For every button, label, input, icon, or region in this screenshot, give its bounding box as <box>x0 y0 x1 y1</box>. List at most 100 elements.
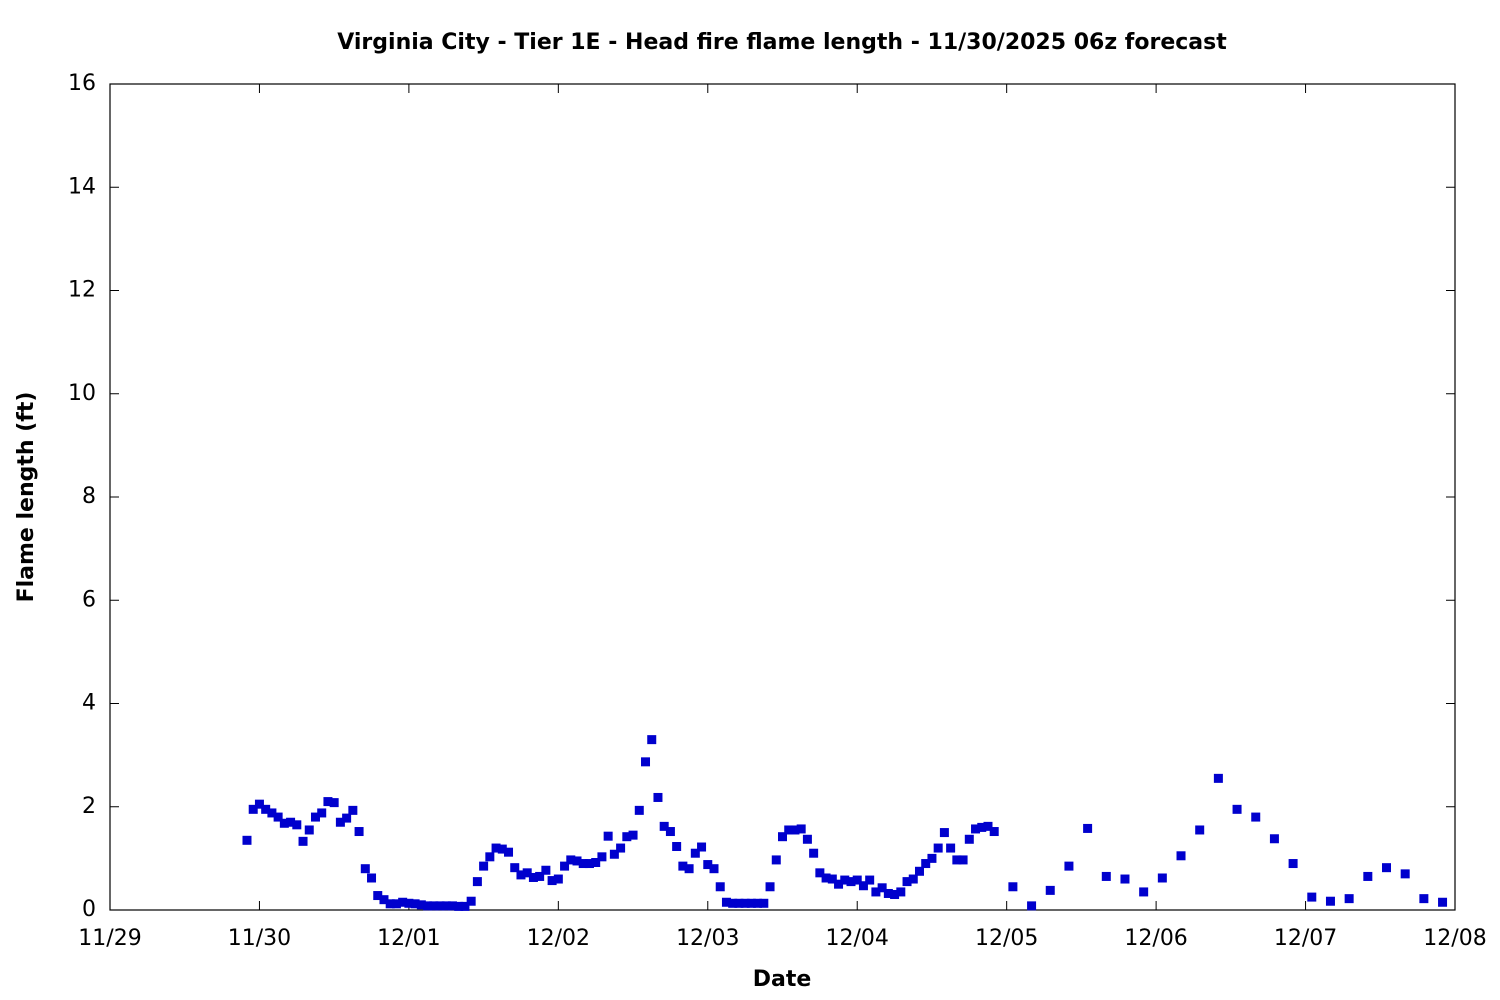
data-point <box>342 813 352 823</box>
data-point <box>279 818 289 828</box>
data-point <box>1213 773 1223 783</box>
data-point <box>659 821 669 831</box>
x-tick-label: 11/30 <box>228 926 291 951</box>
data-point <box>242 835 252 845</box>
data-point <box>678 861 688 871</box>
data-point <box>423 901 433 911</box>
data-point <box>778 832 787 842</box>
data-point <box>441 901 451 911</box>
data-point <box>1083 823 1093 833</box>
data-point <box>765 882 775 892</box>
data-point <box>616 843 626 853</box>
data-point <box>410 899 420 909</box>
data-point <box>1288 859 1298 869</box>
data-point <box>292 820 302 830</box>
data-point <box>360 864 370 874</box>
data-point <box>298 836 308 846</box>
data-point <box>273 812 283 822</box>
y-axis-label: Flame length (ft) <box>14 392 39 603</box>
data-point <box>896 887 906 897</box>
data-point <box>908 874 918 884</box>
data-point <box>634 805 644 815</box>
data-point <box>317 808 327 818</box>
x-tick-label: 12/01 <box>377 926 440 951</box>
data-point <box>516 870 526 880</box>
y-tick-label: 10 <box>68 381 96 406</box>
data-point <box>684 864 694 874</box>
data-point <box>971 824 981 834</box>
data-point <box>628 830 638 840</box>
data-point <box>902 877 912 887</box>
data-point <box>254 799 264 809</box>
data-point <box>367 873 377 883</box>
data-point <box>404 898 414 908</box>
data-point <box>647 735 657 745</box>
data-point <box>653 792 663 802</box>
data-point <box>385 899 395 909</box>
data-point <box>1325 896 1335 906</box>
data-point <box>952 855 962 865</box>
x-tick-label: 12/02 <box>527 926 590 951</box>
x-tick-label: 12/03 <box>676 926 739 951</box>
data-point <box>1157 873 1167 883</box>
data-point <box>466 896 476 906</box>
data-point <box>310 812 320 822</box>
data-point <box>921 859 931 869</box>
data-point <box>771 855 781 865</box>
data-point <box>391 899 401 909</box>
data-point <box>597 852 607 862</box>
data-point <box>665 827 675 837</box>
data-point <box>933 843 943 853</box>
data-point <box>447 901 457 911</box>
data-point <box>1120 874 1130 884</box>
data-point <box>821 873 831 883</box>
data-point <box>796 824 806 834</box>
data-point <box>354 827 364 837</box>
data-point <box>329 798 339 808</box>
data-point <box>1363 871 1373 881</box>
data-point <box>865 875 875 885</box>
data-point <box>1195 825 1205 835</box>
data-point <box>578 859 588 869</box>
data-point <box>348 805 358 815</box>
data-point <box>734 898 744 908</box>
data-point <box>603 831 613 841</box>
data-point <box>416 900 426 910</box>
y-tick-label: 2 <box>82 794 96 819</box>
data-point <box>784 825 794 835</box>
data-point <box>1400 869 1410 879</box>
data-point <box>1027 901 1037 911</box>
chart-title: Virginia City - Tier 1E - Head fire flam… <box>337 30 1227 55</box>
data-point <box>790 825 800 835</box>
data-point <box>398 897 408 907</box>
data-point <box>697 842 707 852</box>
data-point <box>479 861 489 871</box>
data-point <box>572 856 582 866</box>
data-point <box>977 822 987 832</box>
data-point <box>1101 871 1111 881</box>
data-point <box>1344 894 1354 904</box>
data-point <box>591 858 601 868</box>
y-tick-label: 16 <box>68 71 96 96</box>
data-point <box>454 901 464 911</box>
data-point <box>535 871 545 881</box>
data-point <box>491 843 501 853</box>
x-tick-label: 12/06 <box>1124 926 1187 951</box>
data-point <box>1232 804 1242 814</box>
x-tick-label: 12/05 <box>975 926 1038 951</box>
x-tick-label: 11/29 <box>78 926 141 951</box>
data-point <box>248 804 258 814</box>
x-axis-label: Date <box>753 967 812 992</box>
data-point <box>827 874 837 884</box>
x-tick-label: 12/04 <box>826 926 889 951</box>
data-point <box>584 859 594 869</box>
data-point <box>672 842 682 852</box>
data-point <box>1045 885 1055 895</box>
data-point <box>983 821 993 831</box>
x-tick-label: 12/07 <box>1274 926 1337 951</box>
data-point <box>1382 863 1392 873</box>
x-tick-label: 12/08 <box>1423 926 1486 951</box>
data-point <box>541 865 551 875</box>
data-point <box>871 887 881 897</box>
